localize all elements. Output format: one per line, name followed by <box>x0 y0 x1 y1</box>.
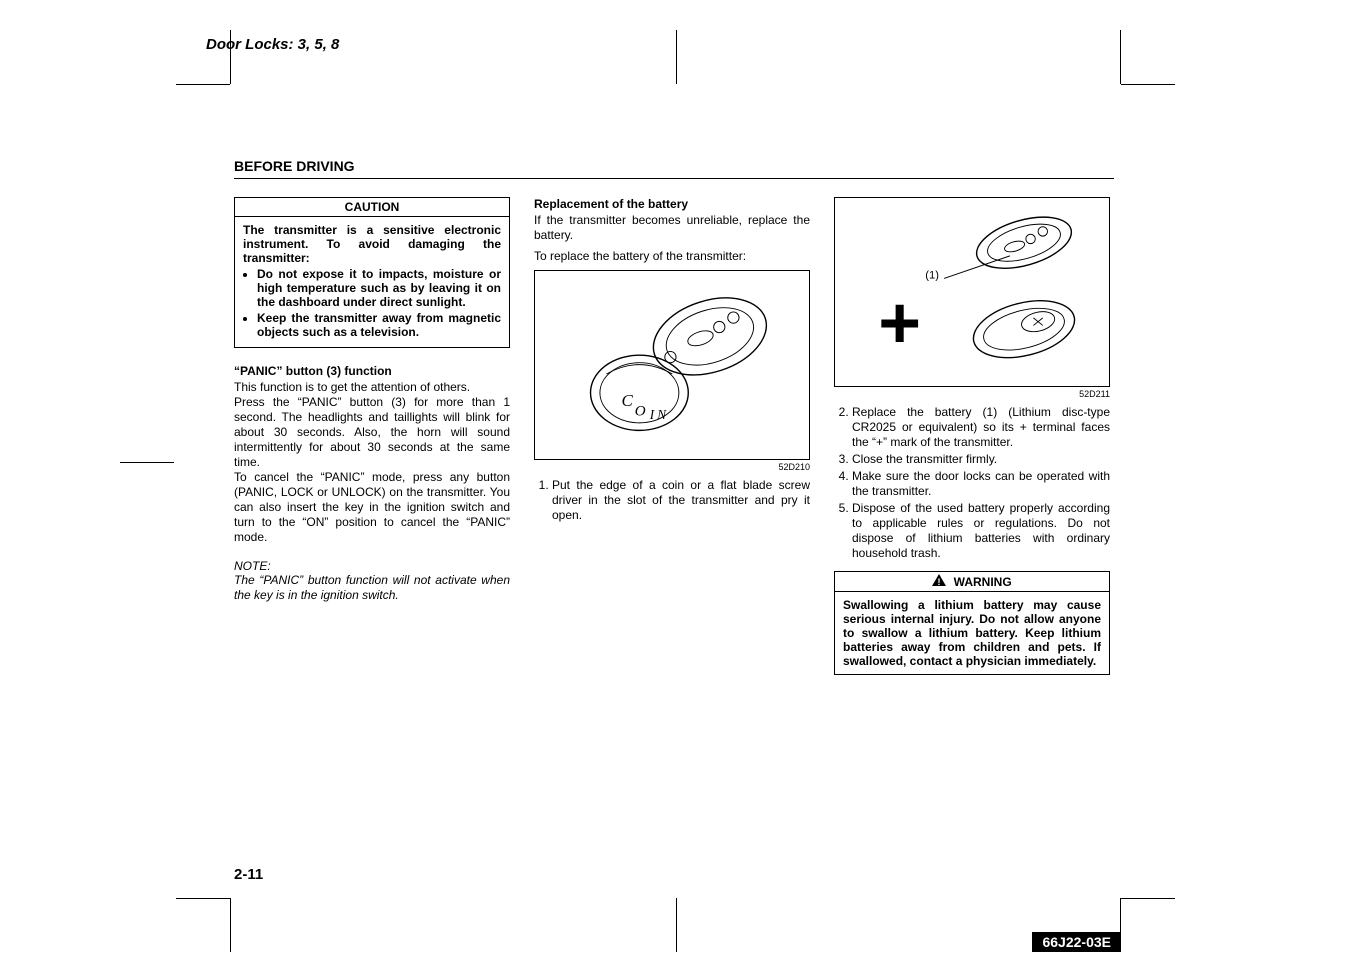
step-list: Replace the battery (1) (Lithium disc-ty… <box>834 405 1110 561</box>
battery-illustration: (1) + <box>849 207 1096 376</box>
svg-text:O: O <box>634 404 645 420</box>
svg-text:N: N <box>656 408 667 423</box>
crop-mark <box>1121 84 1175 85</box>
svg-text:I: I <box>648 408 654 423</box>
transmitter-coin-illustration: C O I N <box>549 280 796 449</box>
column-container: CAUTION The transmitter is a sensitive e… <box>234 197 1114 675</box>
panic-heading: “PANIC” button (3) function <box>234 364 510 378</box>
warning-box: ! WARNING Swallowing a lithium battery m… <box>834 571 1110 675</box>
panic-paragraph: This function is to get the attention of… <box>234 380 510 395</box>
crop-mark <box>676 898 677 952</box>
crop-mark <box>176 898 230 899</box>
caution-item: Keep the transmitter away from magnetic … <box>257 311 501 339</box>
crop-mark <box>1120 30 1121 84</box>
svg-text:C: C <box>621 391 633 410</box>
svg-text:+: + <box>878 282 921 364</box>
crop-mark <box>230 898 231 952</box>
replacement-heading: Replacement of the battery <box>534 197 810 211</box>
step-item: Close the transmitter firmly. <box>852 452 1110 467</box>
warning-triangle-icon: ! <box>932 574 946 589</box>
step-item: Dispose of the used battery properly acc… <box>852 501 1110 561</box>
column-2: Replacement of the battery If the transm… <box>534 197 810 675</box>
step-text: Replace the battery (1) (Lithium disc-ty… <box>852 405 1110 449</box>
caution-item: Do not expose it to impacts, moisture or… <box>257 267 501 309</box>
note-body: The “PANIC” button function will not act… <box>234 573 510 603</box>
horizontal-rule <box>234 178 1114 179</box>
document-code: 66J22-03E <box>1032 932 1121 952</box>
step-item: Put the edge of a coin or a flat blade s… <box>552 478 810 523</box>
figure-transmitter-open: C O I N <box>534 270 810 460</box>
svg-text:(1): (1) <box>925 270 939 282</box>
panic-paragraph: Press the “PANIC” button (3) for more th… <box>234 395 510 470</box>
figure-code: 52D210 <box>534 462 810 472</box>
replacement-paragraph: If the transmitter becomes unreliable, r… <box>534 213 810 243</box>
warning-label: WARNING <box>954 575 1012 589</box>
warning-body: Swallowing a lithium battery may cause s… <box>835 592 1109 674</box>
page-content: BEFORE DRIVING CAUTION The transmitter i… <box>234 158 1114 675</box>
column-3: (1) + 52D211 Replace the battery (1) (Li… <box>834 197 1110 675</box>
crop-mark <box>676 30 677 84</box>
caution-body: The transmitter is a sensitive electroni… <box>235 217 509 347</box>
caution-title: CAUTION <box>235 198 509 217</box>
svg-text:!: ! <box>938 577 941 586</box>
crop-mark <box>176 84 230 85</box>
caution-box: CAUTION The transmitter is a sensitive e… <box>234 197 510 348</box>
warning-title: ! WARNING <box>835 572 1109 592</box>
running-header: Door Locks: 3, 5, 8 <box>206 36 339 53</box>
section-title: BEFORE DRIVING <box>234 158 1114 174</box>
column-1: CAUTION The transmitter is a sensitive e… <box>234 197 510 675</box>
step-item: Replace the battery (1) (Lithium disc-ty… <box>852 405 1110 450</box>
page-number: 2-11 <box>234 866 263 883</box>
figure-code: 52D211 <box>834 389 1110 399</box>
crop-mark <box>1121 898 1175 899</box>
panic-paragraph: To cancel the “PANIC” mode, press any bu… <box>234 470 510 545</box>
step-item: Make sure the door locks can be operated… <box>852 469 1110 499</box>
figure-battery-replace: (1) + <box>834 197 1110 387</box>
replacement-paragraph: To replace the battery of the transmitte… <box>534 249 810 264</box>
crop-mark <box>120 462 174 463</box>
step-list: Put the edge of a coin or a flat blade s… <box>534 478 810 523</box>
caution-lead: The transmitter is a sensitive electroni… <box>243 223 501 265</box>
note-label: NOTE: <box>234 559 510 573</box>
